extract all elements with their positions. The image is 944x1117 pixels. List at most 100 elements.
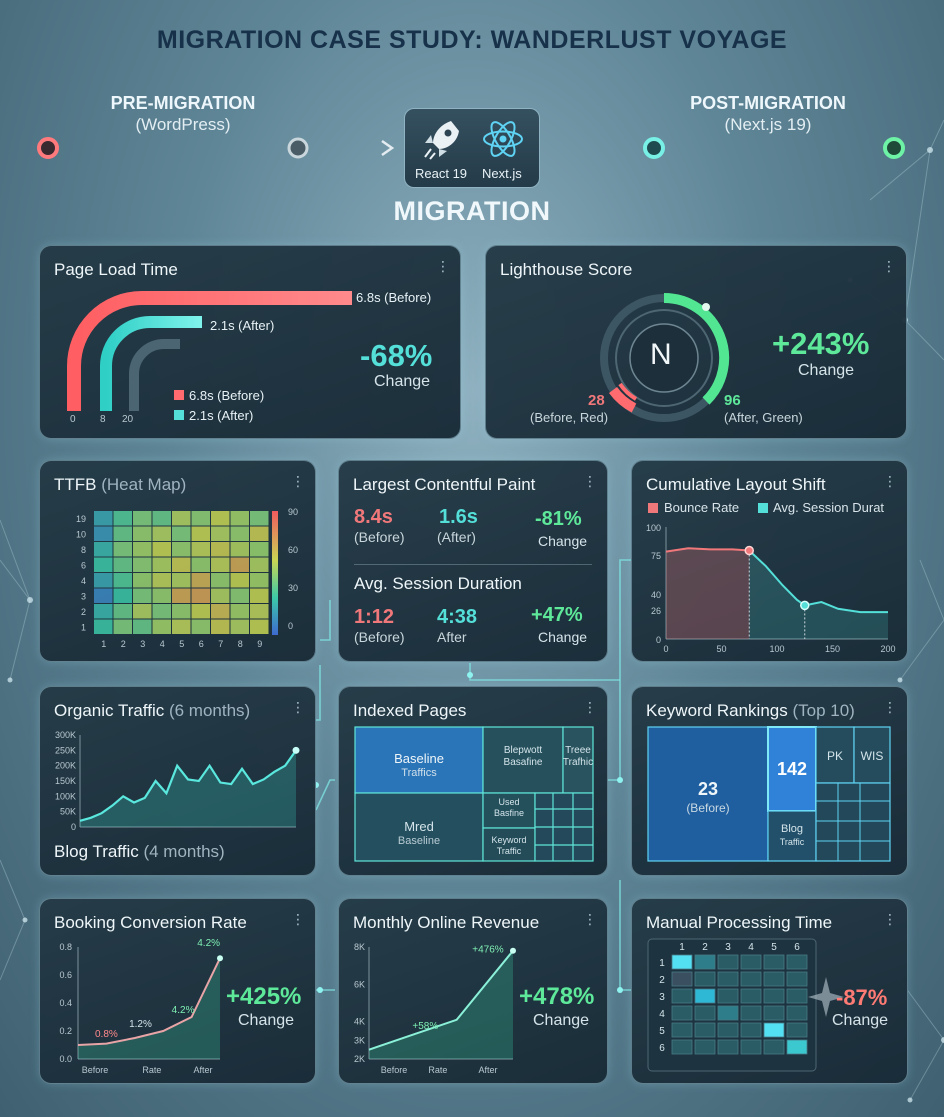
rocket-icon xyxy=(424,121,459,160)
after-score: 96 xyxy=(724,392,741,409)
card-menu-icon[interactable]: ⋮ xyxy=(583,911,597,927)
lcp-session-card: Largest Contentful Paint ⋮ 8.4s (Before)… xyxy=(338,460,608,662)
heatmap-cell xyxy=(172,604,191,619)
lcp-change-value: -81% xyxy=(535,508,582,530)
end-point xyxy=(217,955,223,962)
timeline-mid-node xyxy=(287,137,309,159)
y-tick: 300K xyxy=(55,730,76,740)
card-menu-icon[interactable]: ⋮ xyxy=(436,258,450,274)
organic-traffic-chart: 300K 250K 200K 150K 100K 50K 0 xyxy=(55,730,300,832)
tile-line: Basafine xyxy=(503,757,543,768)
heatmap-cell xyxy=(671,971,693,987)
lighthouse-score-card: Lighthouse Score ⋮ N 28 (Before, Red) 96… xyxy=(485,245,907,439)
col-label: 1 xyxy=(679,942,685,953)
tile-line: Traffic xyxy=(496,846,522,856)
x-tick: 4 xyxy=(160,639,165,649)
y-tick: 100 xyxy=(646,523,661,533)
tile-label: Treee Trafhic xyxy=(561,745,595,769)
card-menu-icon[interactable]: ⋮ xyxy=(883,911,897,927)
y-tick: 200K xyxy=(55,761,76,771)
after-value-label: 2.1s (After) xyxy=(210,318,275,333)
tile-label: Keyword Traffic xyxy=(483,835,535,857)
legend-swatch-before xyxy=(174,390,184,400)
after-score-label: (After, Green) xyxy=(724,410,803,425)
heatmap-cell xyxy=(133,526,152,541)
before-bar xyxy=(67,291,352,411)
x-tick: After xyxy=(478,1065,497,1075)
x-tick: Rate xyxy=(142,1065,161,1075)
tech-stack-box: React 19 Next.js xyxy=(404,108,540,188)
heatmap-cell xyxy=(717,954,739,970)
data-label: 0.8% xyxy=(95,1029,118,1040)
tile-line: Treee xyxy=(565,745,591,756)
heatmap-cell xyxy=(740,954,762,970)
heatmap-cell xyxy=(172,619,191,634)
change-value: -87% xyxy=(836,985,888,1010)
heatmap-cell xyxy=(113,542,132,557)
heatmap-cell xyxy=(740,1039,762,1055)
before-score: 28 xyxy=(588,392,605,409)
change-value: -68% xyxy=(360,338,433,373)
tile-line: Baseline xyxy=(397,835,441,847)
y-tick: 0.4 xyxy=(59,998,72,1008)
heatmap-cell xyxy=(94,573,113,588)
card-menu-icon[interactable]: ⋮ xyxy=(883,699,897,715)
axis-tick: 20 xyxy=(122,414,134,425)
card-menu-icon[interactable]: ⋮ xyxy=(883,473,897,489)
treemap-tile xyxy=(815,782,891,862)
card-title: Manual Processing Time xyxy=(646,913,833,932)
heatmap-cell xyxy=(172,542,191,557)
conversion-line xyxy=(77,957,221,1046)
heatmap-cell xyxy=(763,1039,785,1055)
y-tick: 250K xyxy=(55,745,76,755)
manual-processing-heatmap: 1 2 3 4 5 6 1 2 3 4 5 6 xyxy=(647,938,817,1072)
y-tick: 50K xyxy=(60,807,76,817)
card-menu-icon[interactable]: ⋮ xyxy=(583,699,597,715)
heatmap-cell xyxy=(763,954,785,970)
card-footer-title: Blog Traffic (4 months) xyxy=(54,842,225,862)
keyword-after-value: 142 xyxy=(776,759,808,779)
pre-migration-label: PRE-MIGRATION xyxy=(110,93,256,113)
tile-label: Mred Baseline xyxy=(355,819,483,849)
heatmap-cell xyxy=(133,511,152,526)
card-menu-icon[interactable]: ⋮ xyxy=(291,911,305,927)
heatmap-cell xyxy=(94,619,113,634)
tile-label: Blepwott Basafine xyxy=(483,745,563,769)
card-menu-icon[interactable]: ⋮ xyxy=(882,258,896,274)
heatmap-cell xyxy=(740,1022,762,1038)
keyword-before-value: 23 xyxy=(697,779,719,799)
card-menu-icon[interactable]: ⋮ xyxy=(583,473,597,489)
heatmap-cell xyxy=(172,511,191,526)
heatmap-cell xyxy=(113,526,132,541)
session-before-label: (Before) xyxy=(354,629,405,645)
page-load-time-card: Page Load Time ⋮ 0 8 20 6.8s (Before) 2.… xyxy=(39,245,461,439)
heatmap-cell xyxy=(250,526,269,541)
heatmap-cell xyxy=(113,604,132,619)
manual-processing-card: Manual Processing Time ⋮ 1 2 3 4 5 6 1 2 3 4 5 6 -8… xyxy=(631,898,908,1084)
heatmap-cell xyxy=(191,619,210,634)
session-after-label: After xyxy=(437,629,467,645)
timeline-post-node xyxy=(643,137,665,159)
session-change-value: +47% xyxy=(531,604,583,626)
heatmap-cell xyxy=(191,557,210,572)
y-tick: 0 xyxy=(656,635,661,645)
timeline-start-node xyxy=(37,137,59,159)
indexed-pages-card: Indexed Pages ⋮ Baseline Traffics Mred B… xyxy=(338,686,608,876)
col-label: 5 xyxy=(771,942,777,953)
heatmap-cell xyxy=(113,511,132,526)
y-tick: 3 xyxy=(81,592,86,602)
heatmap-cell xyxy=(740,988,762,1004)
heatmap-cell xyxy=(211,557,230,572)
heatmap-cell xyxy=(786,988,808,1004)
row-label: 2 xyxy=(659,975,665,986)
heatmap-cell xyxy=(191,604,210,619)
y-tick: 4 xyxy=(81,576,86,586)
card-menu-icon[interactable]: ⋮ xyxy=(291,699,305,715)
heatmap-cell xyxy=(740,1005,762,1021)
card-title: Indexed Pages xyxy=(353,701,467,720)
card-menu-icon[interactable]: ⋮ xyxy=(291,473,305,489)
heatmap-cell xyxy=(230,604,249,619)
heatmap-cell xyxy=(671,1039,693,1055)
heatmap-cell xyxy=(740,971,762,987)
monthly-revenue-chart: 8K 6K 4K 3K 2K Before Rate After +58% +476% xyxy=(354,942,516,1075)
